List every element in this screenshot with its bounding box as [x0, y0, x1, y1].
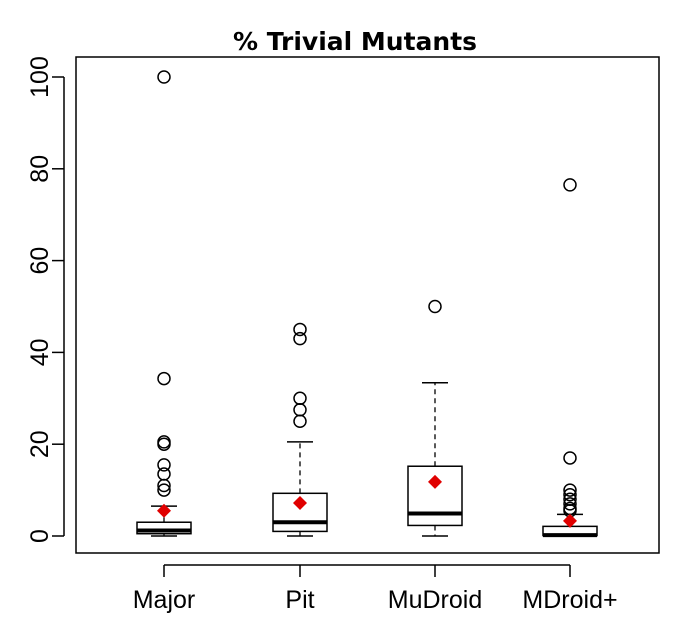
y-tick-label: 60: [26, 247, 54, 275]
outlier-point: [563, 451, 577, 465]
mean-marker: [428, 474, 442, 489]
outlier-point: [157, 371, 171, 386]
box-mdroid-: [542, 178, 598, 538]
outlier-point: [157, 70, 171, 84]
x-tick-label: MuDroid: [388, 586, 482, 614]
y-tick-label: 0: [26, 529, 54, 543]
box-pit: [272, 322, 328, 537]
outlier-point: [157, 437, 171, 451]
x-tick-label: Pit: [285, 586, 314, 614]
mean-marker: [293, 495, 307, 510]
outlier-point: [563, 497, 577, 511]
outlier-point: [157, 483, 171, 497]
y-tick-label: 20: [26, 430, 54, 458]
outlier-point: [293, 331, 307, 346]
y-axis: 0 20 40 60 80 100: [26, 56, 65, 543]
outlier-point: [157, 458, 171, 472]
x-tick-label: MDroid+: [522, 586, 617, 614]
plot-frame: [75, 56, 660, 554]
iqr-box: [136, 521, 192, 535]
outlier-point: [293, 414, 307, 428]
outlier-point: [157, 478, 171, 493]
boxes-layer: [136, 70, 598, 538]
y-tick-label: 80: [26, 155, 54, 183]
box-mudroid: [407, 299, 463, 537]
box-major: [136, 70, 192, 537]
outlier-point: [293, 403, 307, 417]
mean-marker: [563, 513, 577, 528]
outlier-point: [563, 178, 577, 192]
outlier-point: [428, 299, 442, 314]
y-tick-label: 100: [26, 56, 54, 98]
outlier-point: [563, 487, 577, 502]
outlier-point: [293, 391, 307, 406]
outlier-point: [157, 467, 171, 481]
y-tick-label: 40: [26, 338, 54, 366]
outlier-point: [293, 322, 307, 337]
mean-marker: [157, 503, 171, 518]
chart-title: % Trivial Mutants: [233, 27, 477, 56]
x-tick-label: Major: [133, 586, 196, 614]
outlier-point: [563, 483, 577, 497]
x-axis: Major Pit MuDroid MDroid+: [133, 564, 618, 614]
